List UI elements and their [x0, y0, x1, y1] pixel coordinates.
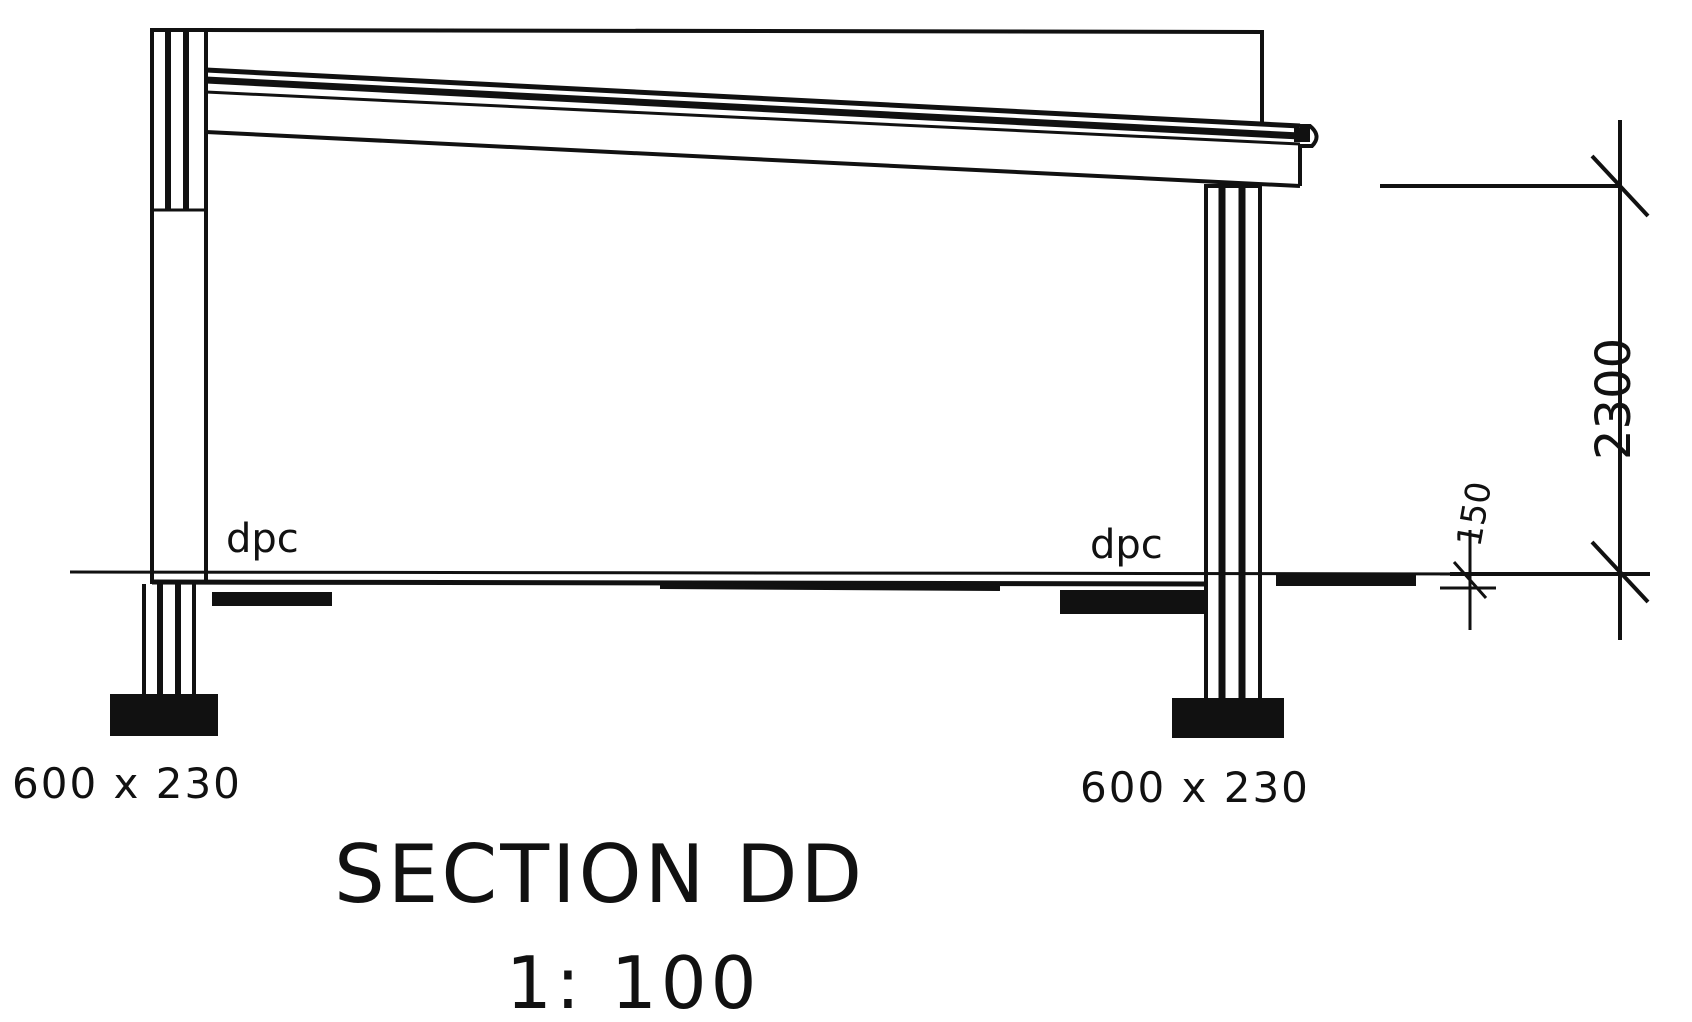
dpc-right-band [1060, 590, 1206, 614]
left-foundation [110, 584, 218, 736]
step-dimension-value: 150 [1449, 479, 1500, 550]
right-column [1204, 184, 1262, 702]
footing-size-left: 600 x 230 [12, 759, 242, 808]
dpc-label-right: dpc [1090, 522, 1163, 568]
roof-beam [204, 67, 1319, 188]
left-column [150, 28, 208, 584]
drawing-title: SECTION DD [334, 828, 865, 921]
ground-line [69, 570, 1531, 614]
height-dimension-value: 2300 [1586, 338, 1642, 460]
roof-parapet [205, 28, 1264, 126]
right-foundation [1172, 584, 1284, 738]
drawing-scale: 1: 100 [506, 941, 760, 1022]
right-footing [1172, 698, 1284, 738]
left-footing [110, 694, 218, 736]
step-dimension [1440, 530, 1496, 630]
footing-size-right: 600 x 230 [1080, 763, 1310, 812]
dpc-left-band [212, 592, 332, 606]
left-column-outline [150, 28, 208, 584]
right-column-outline [1204, 184, 1262, 702]
dpc-label-left: dpc [226, 516, 299, 562]
